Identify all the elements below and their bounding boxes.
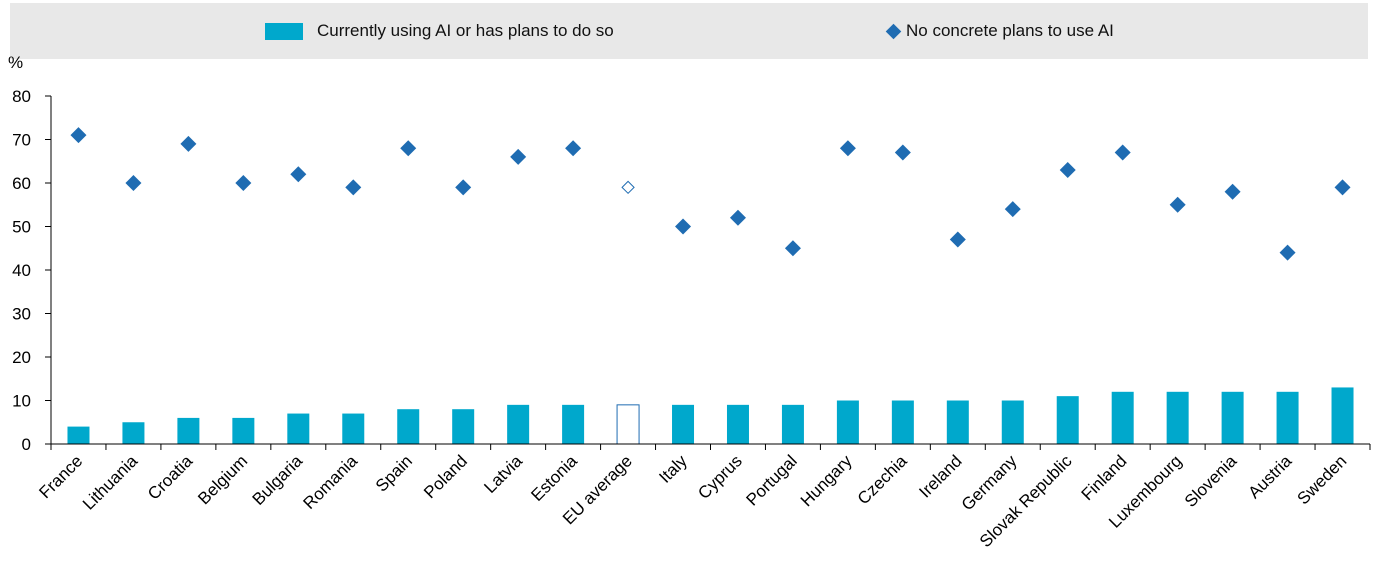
marker-point: [345, 179, 362, 196]
bar: [891, 400, 914, 444]
legend-marker-label: No concrete plans to use AI: [906, 21, 1114, 40]
markers: [70, 127, 1351, 261]
x-tick-label: Lithuania: [79, 451, 142, 514]
y-axis-label: %: [8, 53, 23, 72]
x-tick-label: Slovenia: [1181, 451, 1241, 511]
y-tick-label: 0: [22, 435, 31, 454]
bar: [672, 404, 695, 444]
bar: [562, 404, 585, 444]
x-tick-label: Sweden: [1293, 451, 1350, 508]
y-tick-label: 70: [12, 131, 31, 150]
bar: [177, 417, 200, 444]
x-tick-label: Romania: [300, 451, 362, 513]
legend-bar-label: Currently using AI or has plans to do so: [317, 21, 614, 40]
x-tick-label: Cyprus: [694, 451, 746, 503]
bar: [287, 413, 310, 444]
marker-point: [290, 166, 307, 183]
y-tick-label: 40: [12, 261, 31, 280]
marker-point: [675, 218, 692, 235]
x-tick-label: Latvia: [480, 451, 526, 497]
marker-point: [510, 148, 527, 165]
marker-point: [1004, 201, 1021, 218]
marker-point: [621, 180, 635, 195]
marker-point: [784, 240, 801, 257]
x-tick-label: Portugal: [743, 451, 801, 509]
y-tick-label: 10: [12, 392, 31, 411]
x-tick-label: Poland: [420, 451, 471, 502]
legend: Currently using AI or has plans to do so…: [10, 3, 1368, 59]
x-tick-label: Austria: [1245, 451, 1296, 502]
marker-point: [455, 179, 472, 196]
y-tick-label: 50: [12, 218, 31, 237]
x-tick-label: France: [35, 451, 86, 502]
bar: [452, 409, 475, 444]
marker-point: [1059, 161, 1076, 178]
y-tick-label: 30: [12, 305, 31, 324]
x-tick-label: Ireland: [915, 451, 965, 501]
bar: [397, 409, 420, 444]
legend-item-bar: Currently using AI or has plans to do so: [265, 3, 614, 59]
bar: [1001, 400, 1024, 444]
x-tick-label: Finland: [1078, 451, 1131, 504]
marker-point: [180, 135, 197, 152]
marker-point: [400, 140, 417, 157]
bar: [122, 422, 145, 444]
x-tick-label: Croatia: [144, 451, 197, 504]
x-tick-label: Italy: [655, 451, 691, 487]
bar: [616, 404, 640, 445]
bar: [232, 417, 255, 444]
bars: [67, 387, 1354, 445]
bar: [67, 426, 90, 444]
marker-point: [1169, 196, 1186, 213]
bar: [1056, 396, 1079, 444]
bar: [1276, 391, 1299, 444]
marker-point: [1334, 179, 1351, 196]
x-tick-label: Slovak Republic: [976, 451, 1076, 551]
bar: [1166, 391, 1189, 444]
y-axis: 0 10 20 30 40 50 60 70 80: [12, 87, 52, 454]
x-tick-label: Spain: [372, 451, 416, 495]
bar: [781, 404, 804, 444]
legend-bar-swatch: [265, 22, 303, 40]
marker-point: [729, 209, 746, 226]
bar: [836, 400, 859, 444]
marker-point: [565, 140, 582, 157]
bar: [507, 404, 530, 444]
y-tick-label: 80: [12, 87, 31, 106]
marker-point: [894, 144, 911, 161]
y-tick-label: 60: [12, 174, 31, 193]
marker-point: [949, 231, 966, 248]
x-tick-label: Czechia: [854, 451, 911, 508]
marker-point: [839, 140, 856, 157]
bar: [1111, 391, 1134, 444]
marker-point: [1114, 144, 1131, 161]
bar: [946, 400, 969, 444]
marker-point: [235, 175, 252, 191]
bar: [342, 413, 365, 444]
bar: [1221, 391, 1244, 444]
x-tick-label: Bulgaria: [249, 451, 307, 509]
x-tick-label: Belgium: [194, 451, 251, 508]
y-tick-label: 20: [12, 348, 31, 367]
legend-item-marker: No concrete plans to use AI: [885, 3, 1114, 59]
marker-point: [1224, 183, 1241, 200]
bar: [1331, 387, 1354, 444]
marker-point: [125, 175, 142, 191]
x-tick-label: Hungary: [797, 451, 856, 510]
bar: [726, 404, 749, 444]
x-tick-label: Estonia: [527, 451, 581, 505]
marker-point: [1279, 244, 1296, 261]
marker-point: [70, 127, 87, 144]
